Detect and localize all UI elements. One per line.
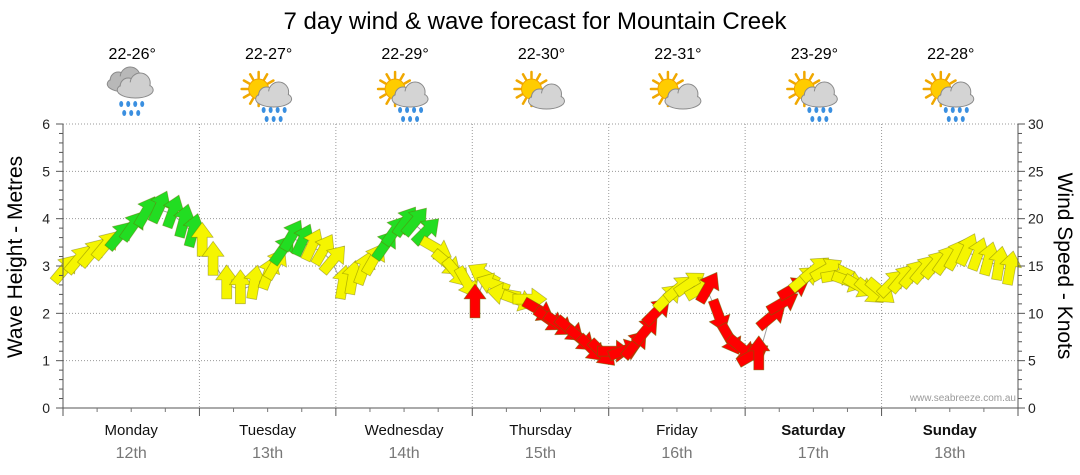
left-tick-label: 0 bbox=[42, 400, 50, 416]
right-tick-label: 30 bbox=[1028, 116, 1044, 132]
day-date-label: 18th bbox=[934, 445, 965, 462]
left-tick-label: 2 bbox=[42, 305, 50, 321]
temperature-label: 22-27° bbox=[245, 46, 292, 63]
temperature-label: 22-29° bbox=[381, 46, 428, 63]
day-name-label: Thursday bbox=[509, 422, 572, 439]
left-tick-label: 4 bbox=[42, 211, 50, 227]
day-date-label: 12th bbox=[116, 445, 147, 462]
right-axis-ticks: 0 5 10 15 20 25 30 bbox=[1028, 116, 1044, 416]
sun-cloud-icon bbox=[649, 70, 702, 110]
right-tick-label: 10 bbox=[1028, 305, 1044, 321]
credit-text: www.seabreeze.com.au bbox=[909, 393, 1016, 404]
day-date-label: 17th bbox=[798, 445, 829, 462]
day-date-label: 16th bbox=[661, 445, 692, 462]
temperature-label: 23-29° bbox=[791, 46, 838, 63]
day-labels: Monday 12th Tuesday 13th Wednesday 14th Thursd… bbox=[105, 422, 978, 462]
sun-cloud-rain-icon bbox=[786, 70, 838, 122]
temperature-label: 22-26° bbox=[109, 46, 156, 63]
day-name-label: Saturday bbox=[781, 422, 846, 439]
rain-cloud-icon bbox=[106, 66, 154, 116]
day-name-label: Sunday bbox=[923, 422, 978, 439]
left-axis-ticks: 0 1 2 3 4 5 6 bbox=[42, 116, 50, 416]
right-tick-label: 5 bbox=[1028, 353, 1036, 369]
chart-title: 7 day wind & wave forecast for Mountain … bbox=[284, 8, 788, 35]
left-tick-label: 6 bbox=[42, 116, 50, 132]
wind-arrow bbox=[190, 221, 214, 257]
wind-arrow bbox=[318, 245, 346, 276]
sun-cloud-rain-icon bbox=[240, 70, 293, 122]
temperature-label: 22-31° bbox=[654, 46, 701, 63]
right-axis-title: Wind Speed - Knots bbox=[1053, 173, 1076, 360]
wind-arrow bbox=[695, 271, 720, 305]
temperature-label: 22-28° bbox=[927, 46, 974, 63]
temperature-label: 22-30° bbox=[518, 46, 565, 63]
left-tick-label: 1 bbox=[42, 353, 50, 369]
wind-arrow bbox=[999, 250, 1022, 286]
day-name-label: Friday bbox=[656, 422, 698, 439]
wind-arrow bbox=[410, 218, 440, 247]
day-name-label: Wednesday bbox=[365, 422, 444, 439]
day-date-label: 14th bbox=[389, 445, 420, 462]
weather-row: 22-26° 22-27° 22-29° 22-30° 22-31° 23-29° 22-2… bbox=[106, 46, 975, 122]
right-tick-label: 20 bbox=[1028, 211, 1044, 227]
wind-arrow bbox=[201, 240, 225, 276]
day-date-label: 13th bbox=[252, 445, 283, 462]
wind-arrows bbox=[49, 190, 1022, 371]
right-tick-label: 0 bbox=[1028, 400, 1036, 416]
wind-arrow bbox=[463, 283, 487, 319]
left-tick-label: 5 bbox=[42, 163, 50, 179]
wind-arrow bbox=[747, 335, 771, 371]
sun-cloud-icon bbox=[513, 70, 565, 110]
day-name-label: Monday bbox=[105, 422, 159, 439]
right-tick-label: 25 bbox=[1028, 163, 1044, 179]
left-axis-title: Wave Height - Metres bbox=[4, 156, 27, 358]
wind-arrow bbox=[419, 235, 452, 260]
sun-cloud-rain-icon bbox=[376, 70, 429, 122]
day-date-label: 15th bbox=[525, 445, 556, 462]
axes bbox=[56, 123, 1025, 416]
left-tick-label: 3 bbox=[42, 258, 50, 274]
grid bbox=[63, 123, 1018, 408]
right-tick-label: 15 bbox=[1028, 258, 1044, 274]
sun-cloud-rain-icon bbox=[922, 70, 975, 122]
day-name-label: Tuesday bbox=[239, 422, 296, 439]
